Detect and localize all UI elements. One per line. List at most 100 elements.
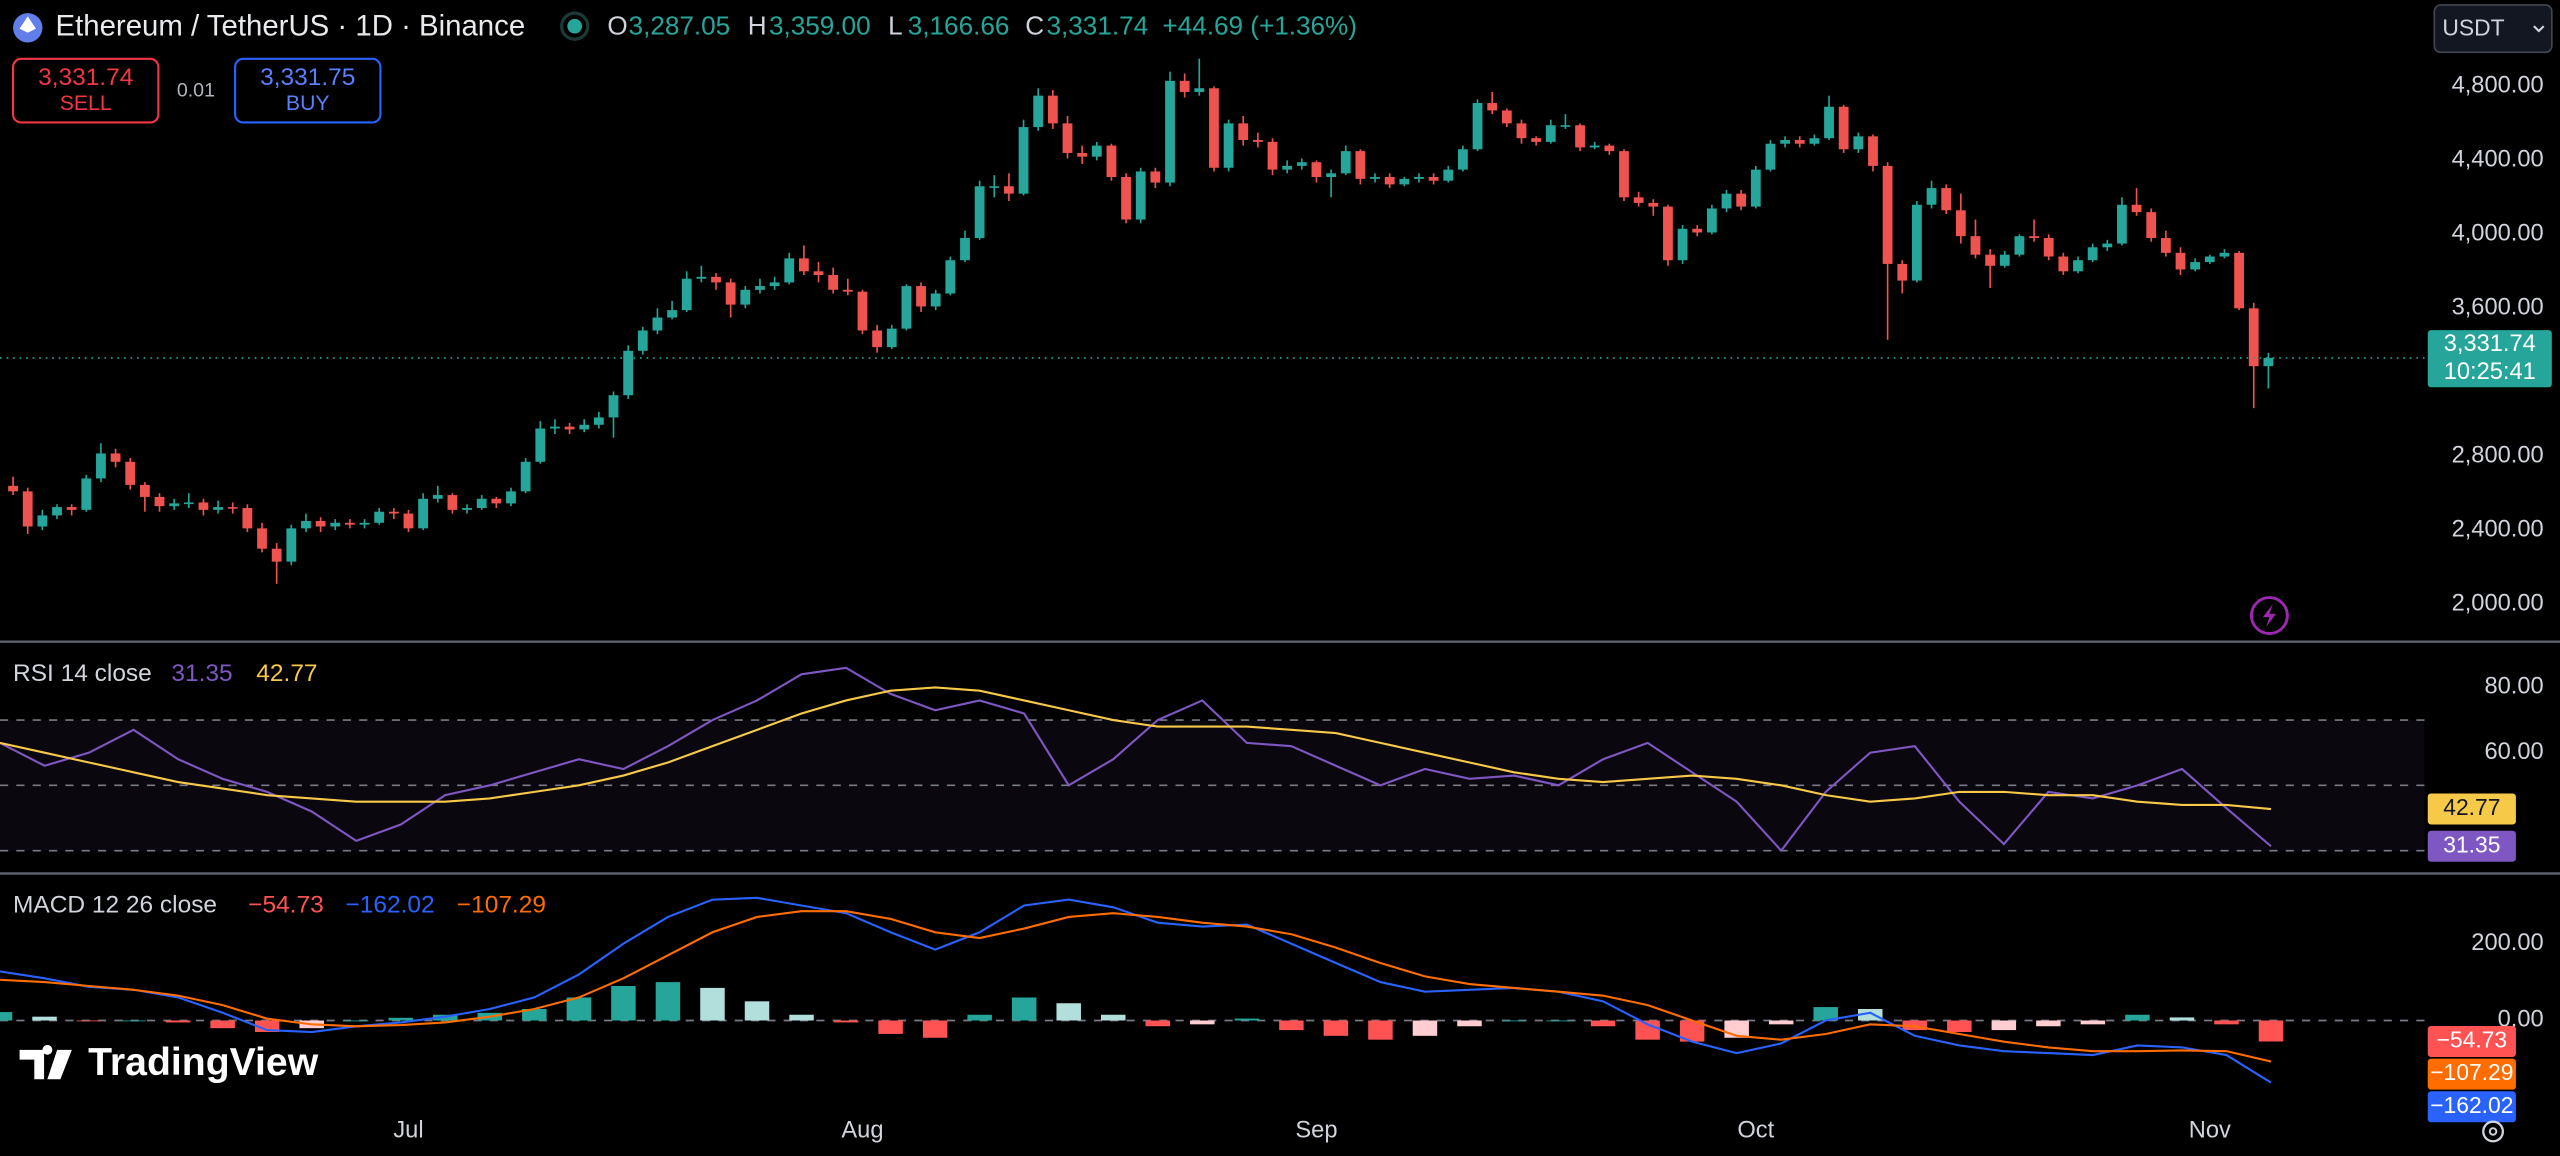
candle-body: [1501, 110, 1512, 124]
rsi-line: [0, 686, 2272, 811]
dropdown-arrow: [2533, 25, 2545, 33]
candle-body: [183, 502, 194, 505]
value-badge-text: −54.73: [2437, 1027, 2508, 1053]
value-badge-text: −162.02: [2430, 1092, 2513, 1118]
rsi-line: [0, 666, 2272, 853]
candle-body: [681, 278, 692, 311]
histogram-bar: [32, 1016, 57, 1021]
histogram-bar: [833, 1020, 859, 1023]
histogram-bar: [2214, 1020, 2239, 1025]
candle-body: [2146, 212, 2157, 239]
candle-body: [2219, 252, 2230, 257]
histogram-bar: [522, 1008, 547, 1021]
histogram-bar: [1234, 1018, 1260, 1021]
histogram-bar: [2169, 1017, 2195, 1021]
ohlc-value: 3,166.66: [908, 11, 1010, 41]
candle-body: [1824, 106, 1834, 139]
histogram-bar: [922, 1020, 948, 1038]
candle-body: [96, 453, 106, 479]
histogram-bar: [121, 1020, 146, 1022]
candle-body: [2087, 247, 2098, 261]
candle-body: [901, 286, 912, 329]
candle-body: [2248, 308, 2259, 367]
candle-body: [8, 485, 18, 492]
histogram-bar: [343, 1020, 369, 1022]
value-badge-text: 42.77: [2443, 794, 2500, 820]
symbol-title[interactable]: Ethereum / TetherUS · 1D · Binance: [56, 10, 526, 43]
candle-body: [1165, 80, 1175, 183]
candle-body: [1633, 197, 1644, 203]
histogram-bar: [1279, 1020, 1304, 1031]
histogram-bar: [1412, 1020, 1438, 1036]
legend-value: 42.77: [256, 660, 317, 687]
candle-body: [652, 317, 663, 331]
candle-body: [271, 548, 282, 562]
candle-body: [1443, 169, 1454, 181]
candle-body: [1853, 136, 1864, 150]
buy-label: BUY: [286, 92, 330, 115]
panes: 2,000.00 2,400.00 2,800.00 3,600.00 4,000.00…: [0, 58, 2552, 1144]
histogram-bar: [566, 997, 592, 1021]
candle-body: [2204, 256, 2215, 263]
y-tick-label: 3,600.00: [2452, 295, 2544, 321]
sell-button[interactable]: [12, 57, 160, 124]
candle-body: [755, 286, 765, 290]
settings-icon[interactable]: [2482, 1120, 2504, 1143]
y-tick-label: 4,000.00: [2452, 221, 2544, 247]
candle-body: [1340, 151, 1351, 174]
histogram-bar: [1190, 1020, 1215, 1025]
pane-title: MACD 12 26 close: [13, 892, 217, 919]
candle-body: [1926, 188, 1937, 205]
alert-icon[interactable]: [2249, 596, 2289, 635]
candle-body: [1355, 151, 1366, 179]
last-price-label: 3,331.74: [2444, 331, 2536, 357]
currency-select[interactable]: [2433, 4, 2553, 54]
candle-body: [1721, 193, 1732, 209]
candle-body: [1794, 140, 1805, 144]
candle-body: [813, 271, 824, 276]
histogram-bar: [2258, 1020, 2284, 1042]
sell-price: 3,331.74: [38, 64, 133, 91]
buy-button[interactable]: [234, 57, 382, 124]
candle-body: [2131, 204, 2142, 213]
candle-body: [462, 508, 472, 510]
candle-body: [1091, 145, 1102, 157]
y-tick-label: 80.00: [2484, 674, 2543, 700]
candle-body: [989, 186, 1000, 188]
candle-body: [1472, 103, 1483, 150]
histogram-bar: [1679, 1020, 1705, 1042]
candle-body: [1706, 208, 1717, 233]
candle-body: [1135, 171, 1146, 220]
candle-body: [2058, 256, 2069, 272]
candle-body: [2029, 236, 2039, 239]
candle-body: [2175, 252, 2186, 270]
histogram-bar: [0, 1012, 13, 1021]
macd-line: [0, 910, 2272, 1063]
symbol-icon-glyph: [19, 16, 36, 33]
y-tick-label: 200.00: [2471, 930, 2543, 956]
candle-body: [916, 286, 926, 307]
candle-body: [344, 522, 355, 525]
histogram-bar: [1858, 1008, 1883, 1021]
histogram-bar: [655, 982, 681, 1021]
histogram-bar: [1145, 1020, 1171, 1027]
spread: 0.01: [177, 80, 215, 102]
candle-body: [1033, 95, 1044, 128]
candle-body: [154, 496, 165, 507]
legend-value: −54.73: [248, 892, 324, 919]
legend-value: 31.35: [171, 660, 232, 687]
candle-body: [1780, 140, 1790, 144]
candle-body: [930, 293, 941, 307]
candle-body: [1223, 123, 1234, 168]
candle-body: [257, 528, 267, 549]
settings-icon-center: [2488, 1127, 2498, 1136]
histogram-bar: [744, 1001, 770, 1021]
histogram-bar: [76, 1020, 102, 1022]
histogram-bar: [1323, 1020, 1349, 1036]
histogram-bar: [1947, 1020, 1972, 1033]
candle-body: [1882, 165, 1893, 264]
candle-body: [1414, 177, 1424, 179]
candle-body: [857, 291, 868, 331]
